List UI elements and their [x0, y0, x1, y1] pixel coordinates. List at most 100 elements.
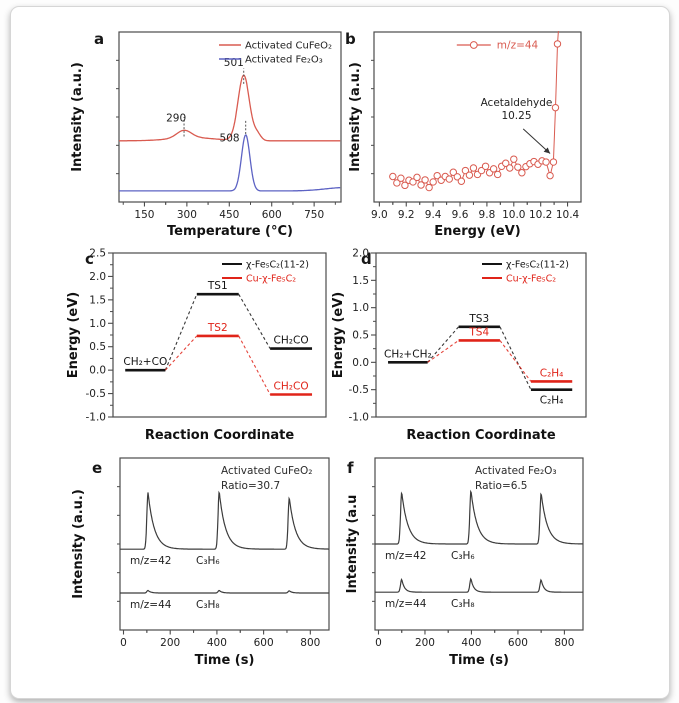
x-tick-label: 600: [254, 637, 274, 649]
y-tick-label: 2.5: [89, 248, 106, 260]
data-point: [445, 175, 453, 183]
level-label: C₂H₄: [540, 367, 564, 379]
y-tick-label: 2.0: [89, 271, 106, 283]
x-tick-label: 400: [461, 637, 481, 649]
data-point: [433, 171, 441, 180]
ms-trace: [375, 577, 583, 593]
panel-b-chart: b 9.0 9.2 9.4 9.6 9.8 10.0 10.2 10.4 Energy (eV) I…: [345, 30, 582, 239]
panel-e-chart: e 0 200 400 600 800 Time (s) Intensity (a.u.) m/…: [71, 457, 330, 668]
level-label: C₂H₄: [540, 395, 564, 407]
peak-label: 290: [166, 112, 186, 124]
y-tick-label: 1.5: [352, 275, 369, 287]
x-tick-label: 150: [134, 209, 154, 221]
x-tick-label: 10.4: [556, 209, 580, 221]
legend-label: χ-Fe₅C₂(11-2): [506, 260, 569, 271]
corner-text: Activated Fe₂O₃: [475, 465, 557, 477]
x-axis-label: Reaction Coordinate: [406, 428, 556, 443]
y-axis-label: Intensity (a.u.): [71, 489, 86, 599]
energy-connector: [427, 340, 459, 363]
series-line: [119, 74, 341, 142]
level-label: CH₂+CO: [123, 356, 167, 368]
data-point: [409, 178, 417, 186]
data-point: [493, 170, 502, 179]
panel-letter: f: [347, 459, 354, 477]
x-tick-label: 9.8: [479, 209, 496, 221]
x-tick-label: 600: [262, 209, 282, 221]
data-point: [417, 181, 425, 189]
data-point: [449, 168, 458, 176]
x-tick-label: 10.0: [502, 209, 525, 221]
level-label: TS4: [468, 326, 489, 338]
data-point: [421, 176, 429, 184]
level-label: TS1: [207, 280, 228, 292]
y-tick-label: 1.5: [89, 294, 106, 306]
x-tick-label: 200: [415, 637, 435, 649]
panel-f-chart: f 0 200 400 600 800 Time (s) Intensity (a.u m/z=…: [345, 457, 584, 668]
data-point: [542, 158, 550, 166]
data-point: [489, 165, 498, 173]
panel-letter: c: [85, 250, 94, 268]
annotation-arrow: [522, 128, 551, 154]
y-tick-label: 0.5: [89, 341, 106, 353]
data-point: [518, 169, 526, 177]
peak-label: 508: [220, 133, 240, 145]
trace-species-label: C₃H₆: [196, 555, 220, 567]
panel-a-chart: a 150 300 450 600 750 Temperature (°C) Intensit…: [70, 30, 342, 239]
corner-text: Ratio=30.7: [221, 480, 280, 492]
y-tick-label: 2.0: [352, 248, 369, 260]
y-tick-label: 1.0: [352, 302, 369, 314]
y-axis-label: Intensity (a.u.): [70, 62, 85, 172]
data-point: [457, 177, 466, 185]
y-tick-label: 0.0: [352, 357, 369, 369]
trace-label: m/z=42: [385, 550, 426, 562]
corner-text: Ratio=6.5: [475, 480, 527, 492]
energy-connector: [427, 326, 460, 363]
energy-connector: [499, 326, 532, 390]
trace-species-label: C₃H₈: [196, 599, 220, 611]
x-tick-label: 10.2: [529, 209, 552, 221]
figure-card: a 150 300 450 600 750 Temperature (°C) Intensit…: [10, 6, 670, 699]
data-point: [506, 164, 514, 172]
series-line: [119, 133, 341, 192]
x-tick-label: 400: [207, 637, 227, 649]
panel-d-chart: d -1.0 -0.5 0.0 0.5 1.0 1.5 2.0 Reaction Coordin…: [331, 248, 587, 443]
panel-letter: e: [92, 459, 102, 477]
legend-marker-icon: [469, 41, 478, 49]
energy-connector: [238, 293, 271, 349]
x-axis-label: Time (s): [195, 653, 255, 668]
data-point: [413, 173, 421, 182]
data-point: [502, 159, 510, 167]
y-tick-label: 1.0: [89, 318, 106, 330]
y-tick-label: 0.0: [89, 365, 106, 377]
data-point: [425, 183, 433, 192]
legend-label: Activated CuFeO₂: [245, 41, 332, 52]
level-label: TS2: [207, 322, 228, 334]
x-tick-label: 0: [120, 637, 127, 649]
data-point: [549, 158, 558, 166]
data-point: [514, 163, 522, 171]
legend-label: Cu-χ-Fe₅C₂: [246, 274, 296, 285]
legend-label: χ-Fe₅C₂(11-2): [246, 260, 309, 271]
y-axis-label: Intensity (a.u: [345, 495, 360, 594]
x-tick-label: 9.0: [371, 209, 388, 221]
panel-letter: b: [345, 30, 356, 48]
panel-letter: a: [94, 30, 104, 48]
energy-connector: [238, 335, 271, 395]
y-axis-label: Energy (eV): [331, 292, 346, 378]
data-point: [546, 171, 554, 180]
trace-species-label: C₃H₈: [451, 598, 475, 610]
data-point: [393, 179, 401, 187]
x-tick-label: 450: [219, 209, 239, 221]
x-tick-label: 800: [300, 637, 320, 649]
x-tick-label: 750: [304, 209, 324, 221]
x-tick-label: 9.6: [452, 209, 469, 221]
y-tick-label: -0.5: [349, 384, 370, 396]
y-tick-label: 0.5: [352, 330, 369, 342]
x-axis-label: Reaction Coordinate: [145, 428, 295, 443]
x-axis-label: Time (s): [449, 653, 509, 668]
trace-label: m/z=42: [130, 555, 171, 567]
y-tick-label: -0.5: [86, 388, 107, 400]
trace-label: m/z=44: [385, 598, 427, 610]
data-point: [389, 172, 397, 181]
data-point: [510, 155, 518, 163]
